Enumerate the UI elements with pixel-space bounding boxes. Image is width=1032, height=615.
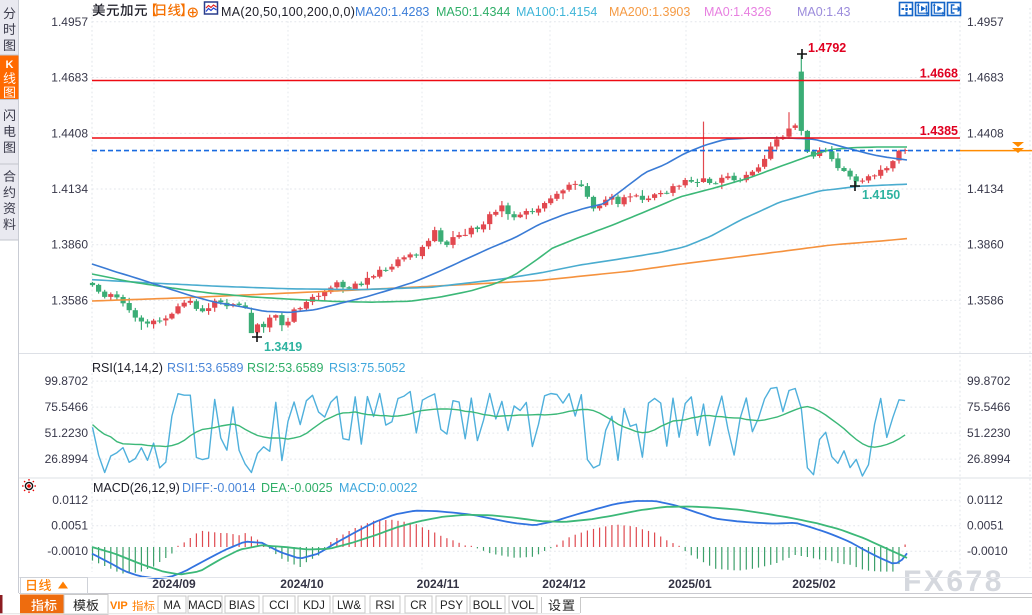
svg-text:0.0051: 0.0051 (51, 519, 88, 533)
svg-text:1.4683: 1.4683 (967, 70, 1004, 84)
svg-text:2025/01: 2025/01 (668, 577, 712, 591)
svg-text:KDJ: KDJ (303, 600, 325, 612)
svg-text:1.3586: 1.3586 (51, 293, 88, 307)
svg-text:1.4134: 1.4134 (51, 182, 88, 196)
svg-text:BOLL: BOLL (473, 600, 503, 612)
svg-text:MACD: MACD (188, 600, 222, 612)
svg-text:LW&: LW& (337, 600, 361, 612)
svg-text:2024/11: 2024/11 (417, 577, 460, 591)
svg-text:DEA:-0.0025: DEA:-0.0025 (261, 481, 333, 495)
svg-text:RSI2:53.6589: RSI2:53.6589 (247, 361, 323, 375)
svg-text:1.3860: 1.3860 (967, 238, 1004, 252)
svg-text:RSI: RSI (375, 600, 394, 612)
svg-text:1.4150: 1.4150 (862, 188, 900, 202)
svg-text:RSI1:53.6589: RSI1:53.6589 (167, 361, 243, 375)
svg-text:1.4668: 1.4668 (920, 67, 958, 81)
svg-text:26.8994: 26.8994 (45, 452, 89, 466)
svg-text:DIFF:-0.0014: DIFF:-0.0014 (182, 481, 256, 495)
svg-text:1.3586: 1.3586 (967, 293, 1004, 307)
svg-text:2025/02: 2025/02 (792, 577, 836, 591)
svg-text:-0.0010: -0.0010 (47, 544, 88, 558)
svg-text:51.2230: 51.2230 (967, 426, 1011, 440)
svg-text:RSI(14,14,2): RSI(14,14,2) (92, 361, 163, 375)
svg-text:1.4957: 1.4957 (967, 15, 1004, 29)
svg-text:MA(20,50,100,200,0,0): MA(20,50,100,200,0,0) (221, 5, 355, 19)
svg-text:2024/10: 2024/10 (280, 577, 324, 591)
svg-text:0.0112: 0.0112 (967, 493, 1003, 507)
svg-text:K: K (6, 59, 14, 71)
svg-text:MA: MA (163, 600, 181, 612)
svg-text:1.4683: 1.4683 (51, 70, 88, 84)
svg-text:-0.0010: -0.0010 (967, 544, 1008, 558)
svg-text:2024/09: 2024/09 (152, 577, 196, 591)
svg-text:1.4957: 1.4957 (51, 15, 88, 29)
svg-text:MA200:1.3903: MA200:1.3903 (609, 5, 690, 19)
svg-text:99.8702: 99.8702 (967, 374, 1011, 388)
svg-text:75.5466: 75.5466 (967, 400, 1011, 414)
svg-text:VOL: VOL (511, 600, 535, 612)
svg-text:MACD(26,12,9): MACD(26,12,9) (93, 481, 180, 495)
svg-text:1.4385: 1.4385 (920, 124, 958, 138)
svg-text:VIP: VIP (110, 600, 128, 612)
svg-text:MACD:0.0022: MACD:0.0022 (339, 481, 418, 495)
svg-text:CR: CR (410, 600, 427, 612)
svg-text:FX678: FX678 (903, 565, 1004, 598)
svg-text:2024/12: 2024/12 (542, 577, 586, 591)
svg-text:1.4408: 1.4408 (967, 126, 1004, 140)
svg-text:75.5466: 75.5466 (45, 400, 89, 414)
svg-text:PSY: PSY (440, 600, 463, 612)
svg-text:1.4792: 1.4792 (808, 41, 846, 55)
svg-text:MA20:1.4283: MA20:1.4283 (355, 5, 429, 19)
svg-text:MA100:1.4154: MA100:1.4154 (516, 5, 597, 19)
svg-text:RSI3:75.5052: RSI3:75.5052 (329, 361, 405, 375)
svg-text:0.0112: 0.0112 (52, 493, 88, 507)
svg-text:MA0:1.43: MA0:1.43 (797, 5, 851, 19)
svg-text:MA50:1.4344: MA50:1.4344 (436, 5, 510, 19)
svg-text:1.4408: 1.4408 (51, 126, 88, 140)
svg-text:0.0051: 0.0051 (967, 519, 1004, 533)
svg-text:1.3860: 1.3860 (51, 238, 88, 252)
svg-text:1.4134: 1.4134 (967, 182, 1004, 196)
svg-text:99.8702: 99.8702 (45, 374, 89, 388)
svg-text:MA0:1.4326: MA0:1.4326 (704, 5, 771, 19)
svg-text:CCI: CCI (269, 600, 289, 612)
svg-text:51.2230: 51.2230 (45, 426, 89, 440)
svg-text:BIAS: BIAS (229, 600, 256, 612)
svg-text:1.3419: 1.3419 (264, 340, 302, 354)
svg-text:26.8994: 26.8994 (967, 452, 1011, 466)
